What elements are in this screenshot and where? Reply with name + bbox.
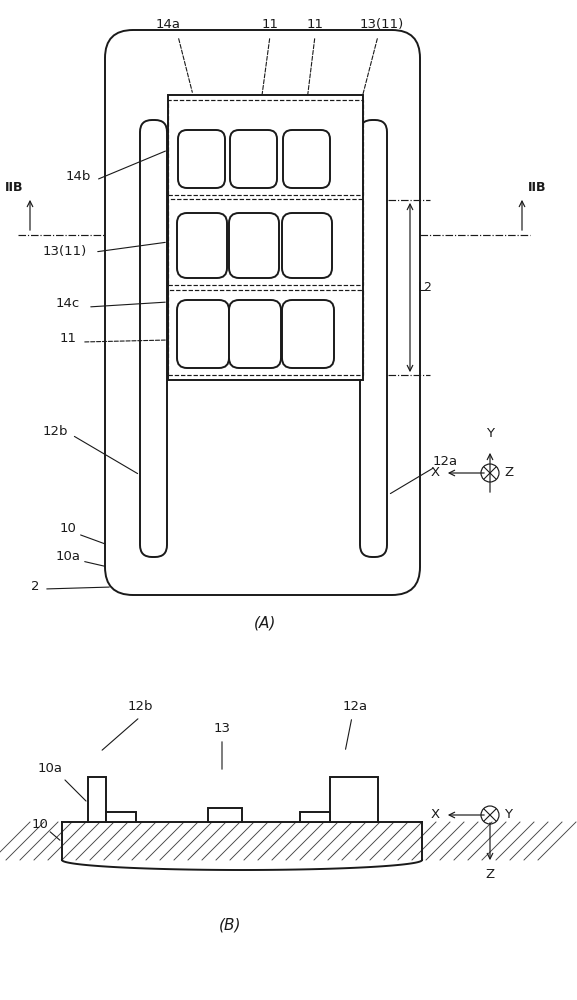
- Text: (A): (A): [254, 616, 276, 631]
- Bar: [106, 812, 136, 822]
- Text: X: X: [430, 466, 440, 480]
- FancyBboxPatch shape: [283, 130, 330, 188]
- Text: 10: 10: [59, 522, 76, 535]
- Bar: [168, 290, 363, 375]
- Bar: [208, 808, 242, 822]
- Text: 2: 2: [31, 580, 39, 593]
- FancyBboxPatch shape: [178, 130, 225, 188]
- Text: 11: 11: [306, 18, 324, 31]
- FancyBboxPatch shape: [177, 213, 227, 278]
- Text: L2: L2: [418, 281, 433, 294]
- Text: (B): (B): [219, 918, 241, 933]
- FancyBboxPatch shape: [230, 130, 277, 188]
- Text: 10: 10: [32, 818, 48, 831]
- Text: 10a: 10a: [55, 550, 81, 563]
- Text: 11: 11: [59, 332, 77, 345]
- Bar: [168, 95, 363, 380]
- Bar: [300, 812, 330, 822]
- Text: 12b: 12b: [128, 700, 153, 713]
- FancyBboxPatch shape: [282, 213, 332, 278]
- Bar: [168, 199, 363, 285]
- Text: IIB: IIB: [528, 181, 546, 194]
- Text: 14a: 14a: [155, 18, 181, 31]
- Text: 12b: 12b: [42, 425, 68, 438]
- Text: 11: 11: [261, 18, 279, 31]
- Text: 10a: 10a: [38, 762, 62, 775]
- Bar: [330, 777, 378, 822]
- Text: 13(11): 13(11): [43, 245, 87, 258]
- FancyBboxPatch shape: [282, 300, 334, 368]
- Bar: [168, 100, 363, 195]
- Text: IIB: IIB: [5, 181, 23, 194]
- Text: Z: Z: [504, 466, 513, 480]
- FancyBboxPatch shape: [140, 120, 167, 557]
- Bar: [88, 777, 106, 822]
- Text: Z: Z: [485, 868, 494, 882]
- Text: 12a: 12a: [432, 455, 458, 468]
- FancyBboxPatch shape: [229, 300, 281, 368]
- Text: 13: 13: [213, 722, 230, 735]
- Text: Y: Y: [504, 808, 512, 822]
- Text: 13(11): 13(11): [360, 18, 404, 31]
- Text: 12a: 12a: [342, 700, 368, 713]
- Text: 14b: 14b: [65, 170, 91, 183]
- Text: 14c: 14c: [56, 297, 80, 310]
- Text: Y: Y: [486, 427, 494, 440]
- FancyBboxPatch shape: [177, 300, 229, 368]
- FancyBboxPatch shape: [229, 213, 279, 278]
- Bar: [62, 822, 422, 860]
- Text: X: X: [430, 808, 440, 822]
- FancyBboxPatch shape: [360, 120, 387, 557]
- FancyBboxPatch shape: [105, 30, 420, 595]
